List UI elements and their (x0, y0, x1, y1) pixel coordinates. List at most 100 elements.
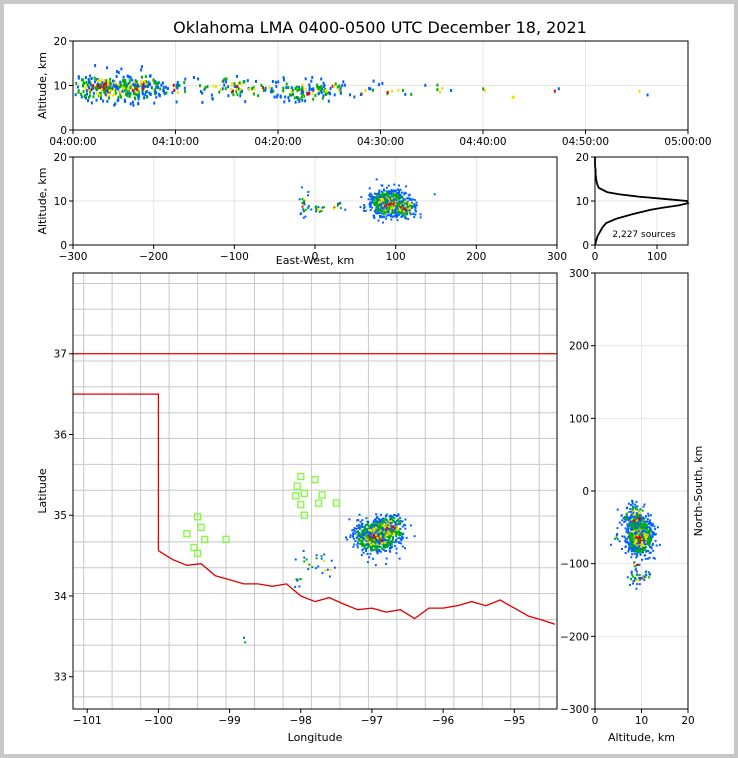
source-point (393, 198, 396, 200)
source-point (398, 184, 400, 187)
source-point (369, 204, 372, 207)
source-point (368, 86, 371, 90)
source-point (401, 204, 404, 207)
source-point (645, 526, 648, 529)
source-point (391, 209, 394, 212)
source-point (626, 576, 629, 579)
source-point (408, 197, 411, 200)
source-point (385, 526, 388, 529)
source-point (356, 524, 359, 527)
source-point (631, 539, 633, 542)
source-point (134, 86, 136, 90)
source-point (255, 79, 257, 83)
source-point (377, 534, 379, 537)
source-point (639, 553, 642, 556)
source-point (645, 515, 647, 518)
source-point (128, 75, 131, 79)
source-point (360, 196, 363, 199)
source-point (374, 531, 377, 534)
source-point (233, 84, 236, 88)
source-point (381, 207, 383, 209)
source-point (154, 92, 156, 95)
source-point (630, 544, 633, 547)
source-point (392, 520, 395, 523)
source-point (384, 204, 387, 207)
source-point (625, 519, 628, 522)
source-point (648, 533, 651, 536)
source-point (284, 95, 287, 99)
source-point (401, 525, 404, 528)
source-point (369, 545, 372, 548)
source-point (114, 102, 117, 106)
source-point (389, 520, 392, 523)
source-point (654, 528, 657, 531)
source-point (369, 538, 372, 541)
source-point (641, 541, 643, 544)
source-point (631, 535, 634, 538)
source-point (414, 213, 417, 216)
source-point (94, 86, 97, 90)
source-point (100, 89, 103, 93)
source-point (641, 528, 644, 531)
source-point (637, 525, 640, 527)
source-point (633, 524, 636, 527)
ns-xlabel: Altitude, km (608, 731, 675, 744)
source-point (337, 202, 339, 205)
source-point (637, 529, 640, 532)
source-point (377, 209, 380, 212)
x-tick-label: −100 (220, 251, 249, 263)
source-point (636, 536, 639, 539)
source-point (390, 190, 393, 193)
source-point (99, 92, 101, 95)
source-point (635, 533, 638, 536)
source-point (638, 89, 641, 93)
source-point (404, 215, 407, 218)
source-point (308, 88, 311, 92)
source-point (381, 191, 384, 194)
source-point (369, 525, 372, 528)
source-point (634, 534, 637, 537)
source-point (376, 193, 379, 196)
source-point (383, 193, 386, 196)
source-point (392, 203, 395, 206)
source-point (394, 208, 397, 211)
ns-ylabel: North-South, km (692, 446, 705, 537)
source-point (631, 508, 634, 511)
source-point (320, 77, 323, 81)
source-point (149, 74, 152, 78)
source-point (356, 542, 359, 545)
source-point (201, 100, 204, 104)
source-point (403, 191, 406, 194)
source-point (273, 95, 276, 99)
source-point (162, 88, 165, 92)
source-point (645, 550, 648, 553)
source-point (640, 522, 643, 525)
source-point (135, 89, 138, 93)
source-point (644, 524, 647, 527)
source-point (388, 191, 390, 194)
source-point (638, 547, 641, 550)
source-point (369, 209, 372, 212)
source-point (639, 508, 642, 511)
source-point (633, 530, 635, 532)
source-point (315, 207, 318, 210)
source-point (649, 546, 652, 549)
source-point (621, 535, 624, 538)
source-point (394, 190, 397, 193)
source-point (135, 92, 138, 96)
source-point (643, 537, 646, 540)
source-point (137, 84, 140, 88)
source-point (287, 86, 290, 90)
source-point (379, 513, 382, 516)
source-point (392, 211, 395, 214)
source-point (109, 77, 112, 81)
source-point (353, 527, 356, 530)
source-point (631, 553, 634, 556)
source-point (395, 540, 398, 543)
source-point (626, 517, 629, 520)
source-point (636, 519, 639, 521)
source-point (630, 531, 633, 534)
source-point (197, 77, 200, 81)
source-point (147, 80, 150, 84)
source-point (291, 88, 294, 92)
